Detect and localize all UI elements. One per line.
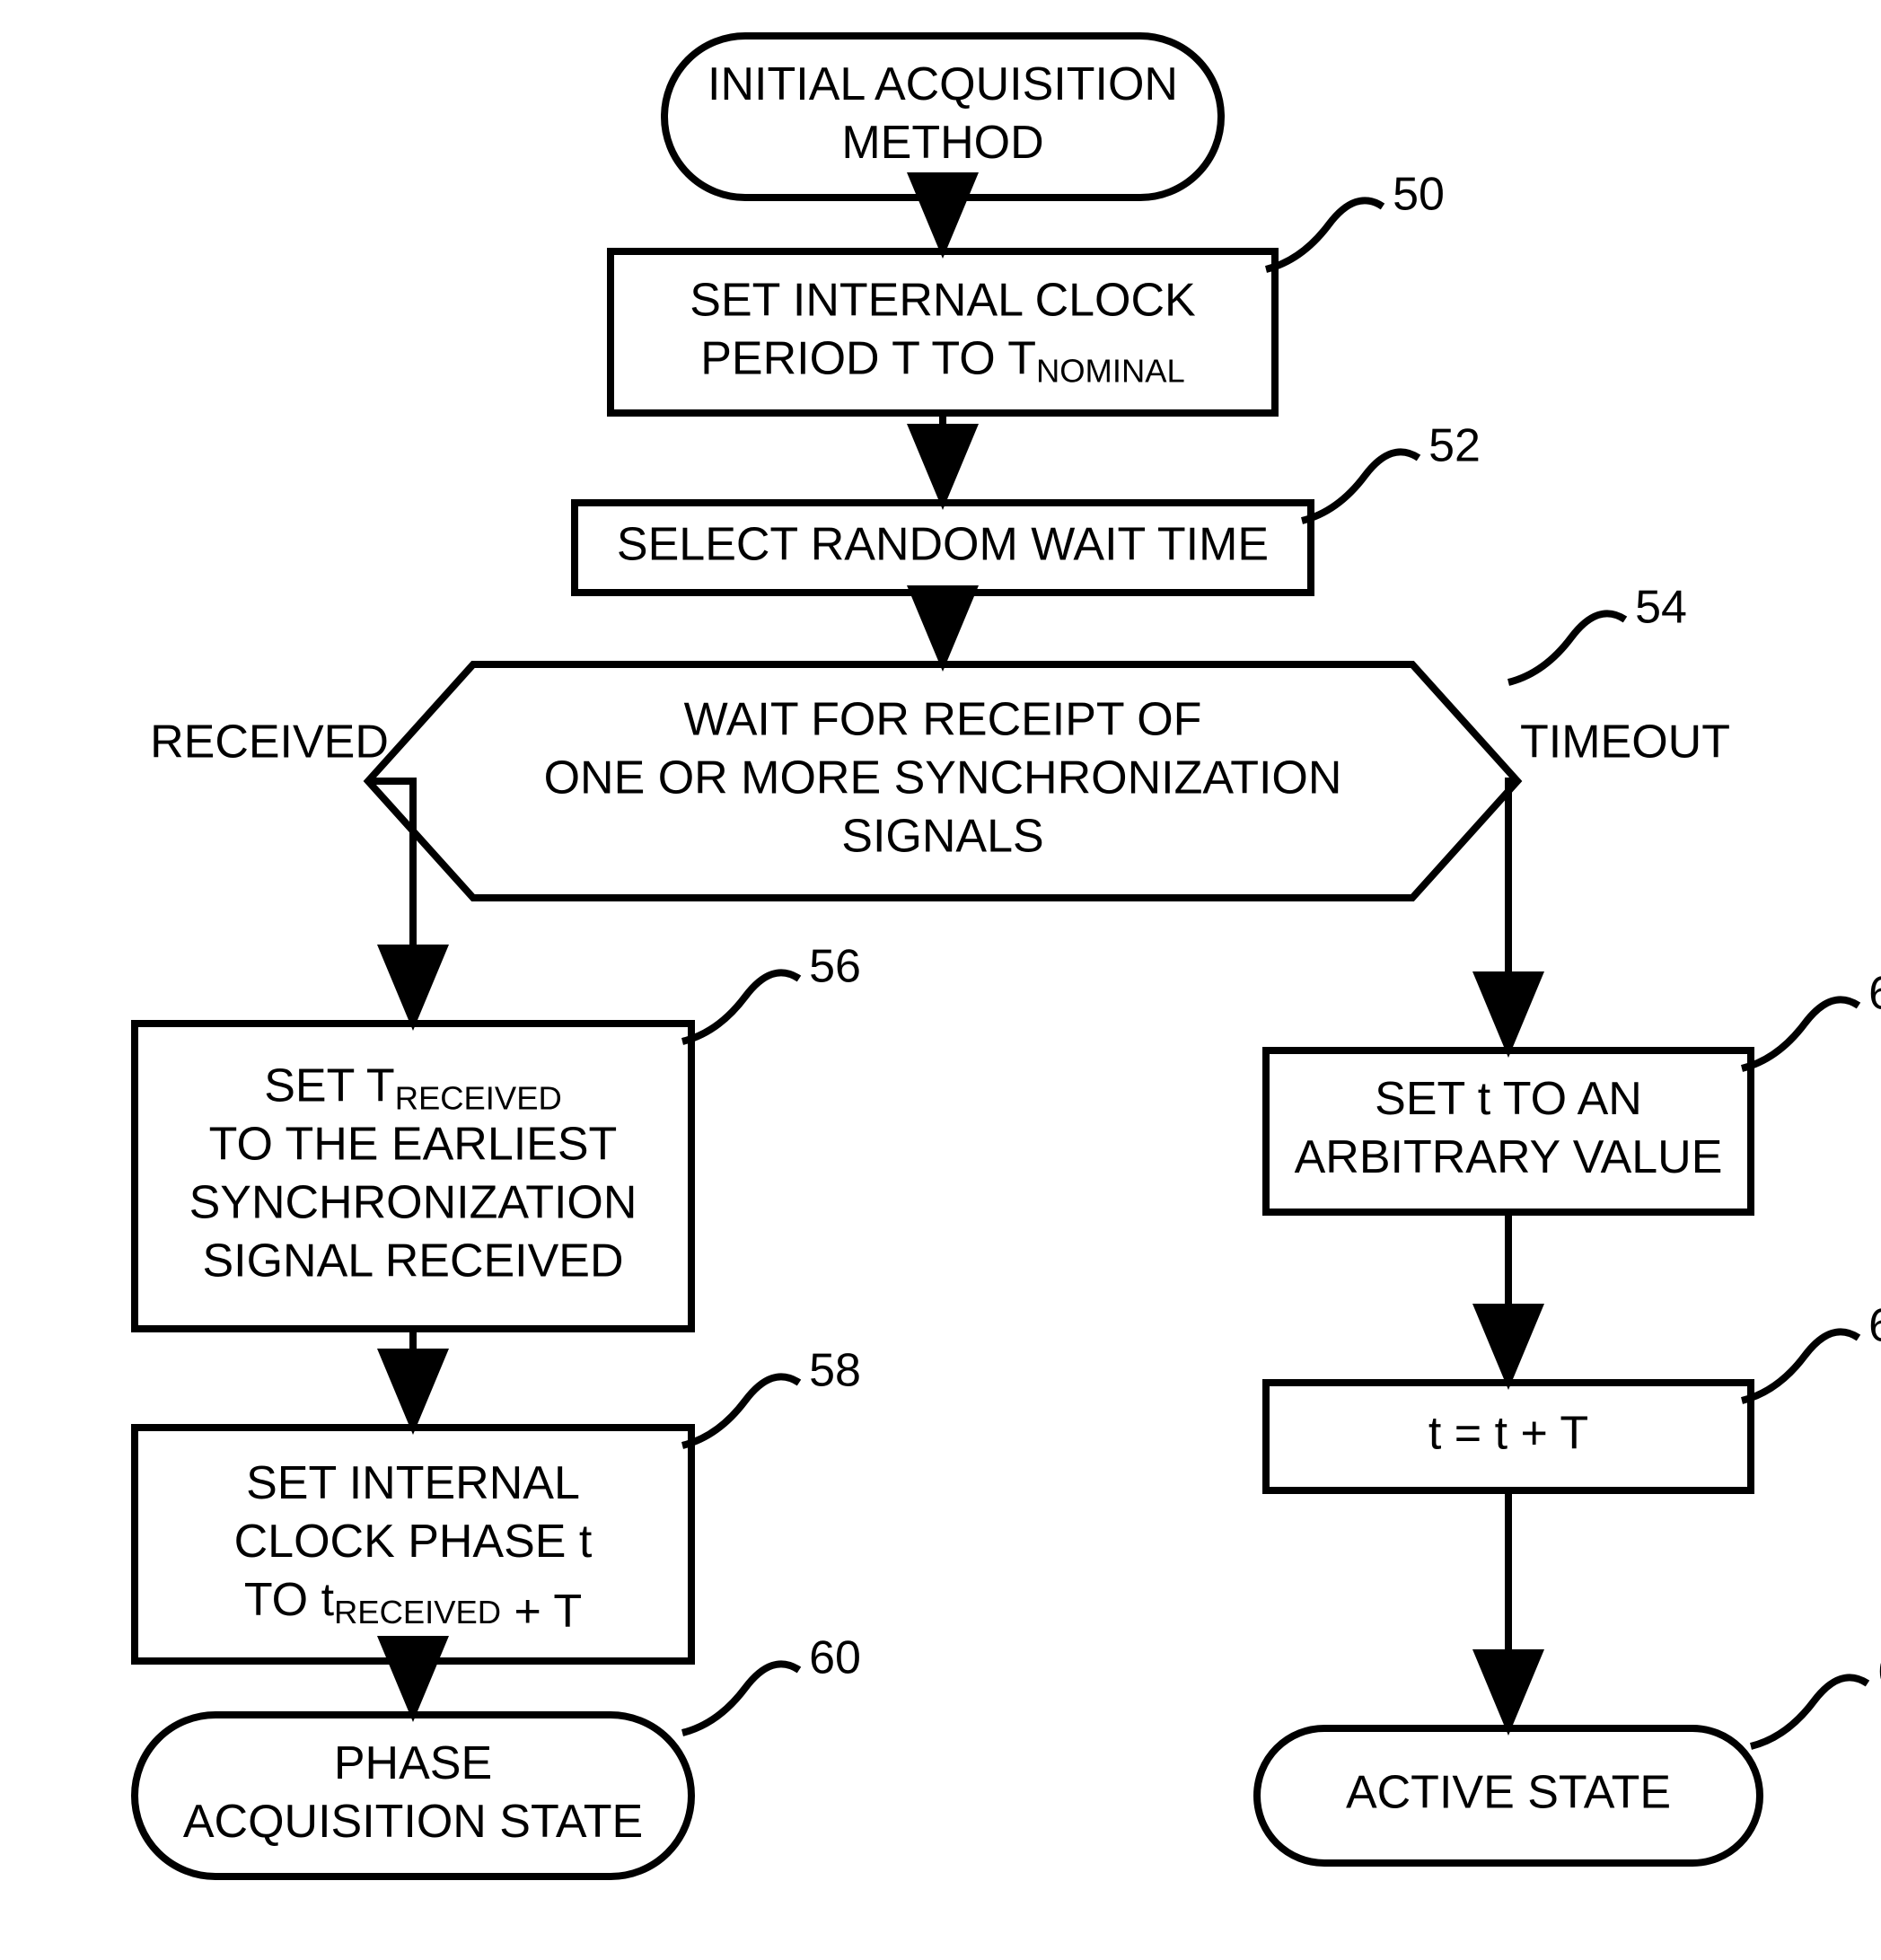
node-text: ONE OR MORE SYNCHRONIZATION xyxy=(544,752,1342,804)
node-start: INITIAL ACQUISITION METHOD xyxy=(664,36,1221,198)
node-text: SIGNAL RECEIVED xyxy=(202,1235,623,1287)
node-text: CLOCK PHASE t xyxy=(234,1516,593,1568)
node-text: INITIAL ACQUISITION xyxy=(708,58,1178,110)
node-n50: SET INTERNAL CLOCK PERIOD T TO TNOMINAL xyxy=(611,251,1275,413)
node-n56: SET TRECEIVEDTO THE EARLIEST SYNCHRONIZAT… xyxy=(135,1024,691,1329)
ref-label-n66: 66 xyxy=(1877,1646,1881,1698)
ref-hook-n60 xyxy=(682,1664,799,1733)
ref-label-n56: 56 xyxy=(809,941,861,993)
ref-label-n64: 64 xyxy=(1868,1300,1881,1352)
ref-label-n50: 50 xyxy=(1393,169,1445,221)
node-text: SET t TO AN xyxy=(1375,1073,1642,1125)
node-n62: SET t TO AN ARBITRARY VALUE xyxy=(1266,1050,1751,1212)
ref-hook-n56 xyxy=(682,972,799,1042)
node-n64: t = t + T xyxy=(1266,1383,1751,1490)
node-text: SYNCHRONIZATION xyxy=(189,1176,637,1228)
ref-hook-n50 xyxy=(1266,200,1383,269)
node-text: SET INTERNAL CLOCK xyxy=(690,274,1196,326)
node-text: TO THE EARLIEST xyxy=(209,1118,618,1170)
node-text: SIGNALS xyxy=(841,811,1043,863)
node-n58: SET INTERNAL CLOCK PHASE t TO tRECEIVED + … xyxy=(135,1428,691,1661)
node-n66: ACTIVE STATE xyxy=(1257,1728,1760,1863)
node-text: SET TRECEIVED xyxy=(264,1059,562,1116)
node-text: SELECT RANDOM WAIT TIME xyxy=(617,519,1269,571)
node-text: t = t + T xyxy=(1428,1408,1588,1460)
edge-n54-n62: TIMEOUT xyxy=(1508,716,1730,1050)
ref-hook-n66 xyxy=(1751,1677,1868,1746)
node-text: PHASE xyxy=(334,1737,492,1789)
edge-label: TIMEOUT xyxy=(1520,716,1730,769)
node-text: SET INTERNAL xyxy=(246,1457,580,1509)
node-n60: PHASE ACQUISITION STATE xyxy=(135,1715,691,1877)
node-text: ACTIVE STATE xyxy=(1346,1767,1671,1819)
ref-hook-n52 xyxy=(1302,452,1419,521)
ref-label-n60: 60 xyxy=(809,1632,861,1684)
node-text: METHOD xyxy=(841,117,1043,169)
node-n54: WAIT FOR RECEIPT OF ONE OR MORE SYNCHRONI… xyxy=(368,664,1517,898)
ref-label-n52: 52 xyxy=(1428,420,1481,472)
node-text: ACQUISITION STATE xyxy=(183,1796,643,1848)
node-text: ARBITRARY VALUE xyxy=(1295,1131,1723,1183)
edge-label: RECEIVED xyxy=(150,716,389,769)
node-text: TO tRECEIVED + T xyxy=(244,1574,582,1638)
ref-label-n62: 62 xyxy=(1868,968,1881,1020)
ref-hook-n62 xyxy=(1742,999,1859,1068)
ref-label-n54: 54 xyxy=(1635,582,1687,634)
node-text: WAIT FOR RECEIPT OF xyxy=(684,694,1202,746)
ref-hook-n58 xyxy=(682,1376,799,1446)
ref-label-n58: 58 xyxy=(809,1345,861,1397)
node-n52: SELECT RANDOM WAIT TIME xyxy=(575,503,1311,593)
ref-hook-n64 xyxy=(1742,1332,1859,1401)
node-text: PERIOD T TO TNOMINAL xyxy=(700,332,1185,389)
edge-n54-n56: RECEIVED xyxy=(150,716,413,1024)
ref-hook-n54 xyxy=(1508,613,1625,682)
